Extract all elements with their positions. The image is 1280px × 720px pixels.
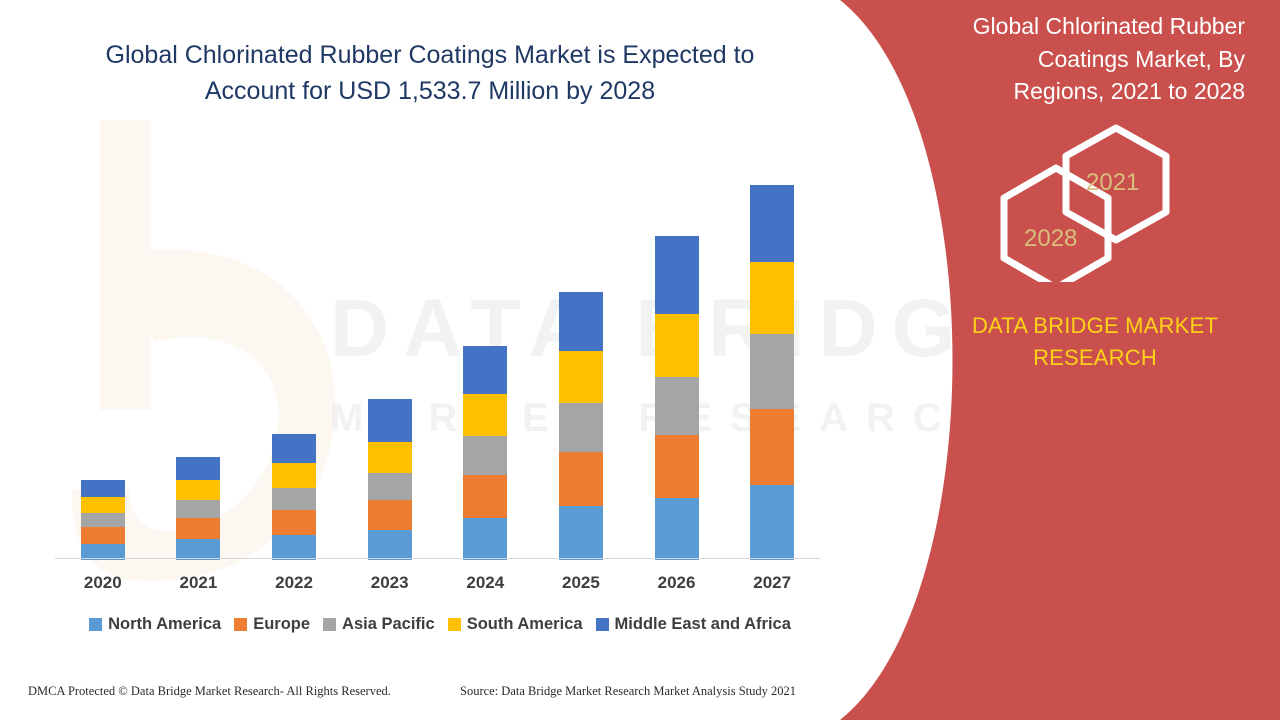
- bar-segment[interactable]: [367, 399, 412, 443]
- bar-segment[interactable]: [272, 509, 317, 535]
- bar-segment[interactable]: [80, 512, 125, 527]
- chart-legend: North America Europe Asia Pacific South Ame…: [50, 615, 830, 634]
- bar-segment[interactable]: [558, 291, 603, 351]
- hexagon-label-2028: 2028: [1024, 225, 1078, 252]
- x-axis-tick-2026: 2026: [657, 573, 696, 592]
- legend-label: North America: [108, 615, 222, 633]
- legend-label: South America: [466, 615, 583, 633]
- bar-segment[interactable]: [750, 333, 795, 410]
- bar-2024[interactable]: [463, 345, 508, 560]
- legend-label: Middle East and Africa: [614, 615, 791, 633]
- legend-swatch-icon: [595, 618, 609, 631]
- legend-item-middle-east-and-africa[interactable]: Middle East and Africa: [595, 615, 791, 634]
- axis-baseline: [55, 558, 820, 559]
- bar-segment[interactable]: [367, 529, 412, 560]
- bar-segment[interactable]: [463, 345, 508, 395]
- bar-segment[interactable]: [654, 377, 699, 436]
- bar-segment[interactable]: [750, 262, 795, 334]
- x-axis-tick-2020: 2020: [83, 573, 122, 592]
- bar-segment[interactable]: [558, 505, 603, 560]
- bar-segment[interactable]: [80, 496, 125, 513]
- right-panel-content: Global Chlorinated Rubber Coatings Marke…: [840, 0, 1280, 720]
- bar-2020[interactable]: [80, 479, 125, 560]
- bar-segment[interactable]: [272, 462, 317, 488]
- legend-item-north-america[interactable]: North America: [89, 615, 221, 634]
- bar-segment[interactable]: [463, 394, 508, 437]
- bar-segment[interactable]: [463, 517, 508, 560]
- brand-name: DATA BRIDGE MARKET RESEARCH: [971, 313, 1219, 370]
- legend-label: Asia Pacific: [342, 615, 435, 633]
- bar-2027[interactable]: [750, 185, 795, 560]
- region-chart-heading: Global Chlorinated Rubber Coatings Marke…: [972, 13, 1245, 105]
- bar-segment[interactable]: [654, 313, 699, 378]
- bar-segment[interactable]: [654, 497, 699, 560]
- legend-swatch-icon: [89, 618, 103, 631]
- bar-segment[interactable]: [558, 403, 603, 453]
- hexagon-label-2021: 2021: [1086, 169, 1140, 196]
- bar-segment[interactable]: [367, 472, 412, 500]
- bar-segment[interactable]: [176, 538, 221, 560]
- bar-2025[interactable]: [558, 291, 603, 560]
- legend-swatch-icon: [234, 618, 248, 631]
- bar-segment[interactable]: [176, 457, 221, 480]
- x-axis-tick-2027: 2027: [753, 573, 792, 592]
- bar-2023[interactable]: [367, 399, 412, 560]
- bar-segment[interactable]: [80, 526, 125, 544]
- bar-segment[interactable]: [176, 517, 221, 539]
- bar-segment[interactable]: [272, 534, 317, 560]
- legend-swatch-icon: [447, 618, 461, 631]
- bar-2021[interactable]: [176, 457, 221, 560]
- bar-segment[interactable]: [463, 436, 508, 475]
- bar-segment[interactable]: [80, 543, 125, 560]
- x-axis-tick-2023: 2023: [370, 573, 409, 592]
- bar-segment[interactable]: [176, 499, 221, 518]
- bar-2026[interactable]: [654, 236, 699, 560]
- bar-2022[interactable]: [272, 434, 317, 560]
- legend-swatch-icon: [323, 618, 337, 631]
- hexagon-outlines-icon: [1000, 124, 1170, 292]
- bar-segment[interactable]: [367, 499, 412, 530]
- x-axis-tick-2022: 2022: [275, 573, 313, 592]
- bar-segment[interactable]: [750, 185, 795, 263]
- legend-item-asia-pacific[interactable]: Asia Pacific: [323, 615, 435, 634]
- year-hexagons: 2021 2028: [998, 122, 1198, 292]
- bar-segment[interactable]: [654, 236, 699, 314]
- footer-source: Source: Data Bridge Market Research Mark…: [460, 684, 797, 698]
- bar-segment[interactable]: [367, 442, 412, 473]
- bar-segment[interactable]: [272, 434, 317, 463]
- bar-segment[interactable]: [80, 479, 125, 497]
- footer-copyright: DMCA Protected © Data Bridge Market Rese…: [28, 684, 391, 698]
- bar-segment[interactable]: [463, 474, 508, 518]
- bar-segment[interactable]: [558, 452, 603, 506]
- bar-segment[interactable]: [654, 435, 699, 498]
- x-axis-labels: 2020 2021 2022 2023 2024 2025 2026 2027: [55, 573, 820, 601]
- x-axis-tick-2025: 2025: [562, 573, 600, 592]
- chart-panel: DATA BRIDGE MARKET RESEARCH Global Chlor…: [28, 41, 980, 698]
- chart-title: Global Chlorinated Rubber Coatings Marke…: [105, 41, 755, 105]
- legend-item-europe[interactable]: Europe: [234, 615, 310, 634]
- legend-label: Europe: [253, 615, 311, 633]
- legend-item-south-america[interactable]: South America: [447, 615, 583, 634]
- bar-segment[interactable]: [558, 350, 603, 404]
- x-axis-tick-2024: 2024: [466, 573, 505, 592]
- bar-segment[interactable]: [750, 484, 795, 560]
- bar-segment[interactable]: [272, 487, 317, 510]
- bar-segment[interactable]: [176, 479, 221, 500]
- bar-segment[interactable]: [750, 409, 795, 485]
- x-axis-tick-2021: 2021: [179, 573, 218, 592]
- plot-area: [55, 140, 820, 560]
